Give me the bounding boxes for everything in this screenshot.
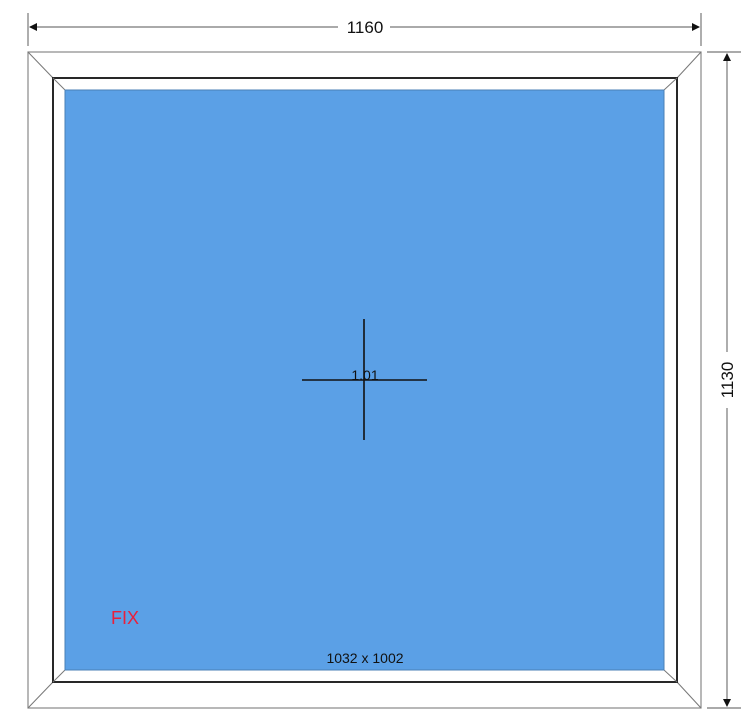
fixed-cross-marker — [302, 319, 427, 440]
pane-type-label: FIX — [111, 608, 139, 628]
height-label: 1130 — [718, 362, 737, 399]
width-label: 1160 — [347, 18, 384, 37]
glass-size-label: 1032 x 1002 — [326, 650, 403, 666]
height-dimension: 1130 — [707, 51, 741, 709]
width-dimension: 1160 — [27, 13, 702, 46]
pane-number: 1.01 — [351, 367, 378, 383]
